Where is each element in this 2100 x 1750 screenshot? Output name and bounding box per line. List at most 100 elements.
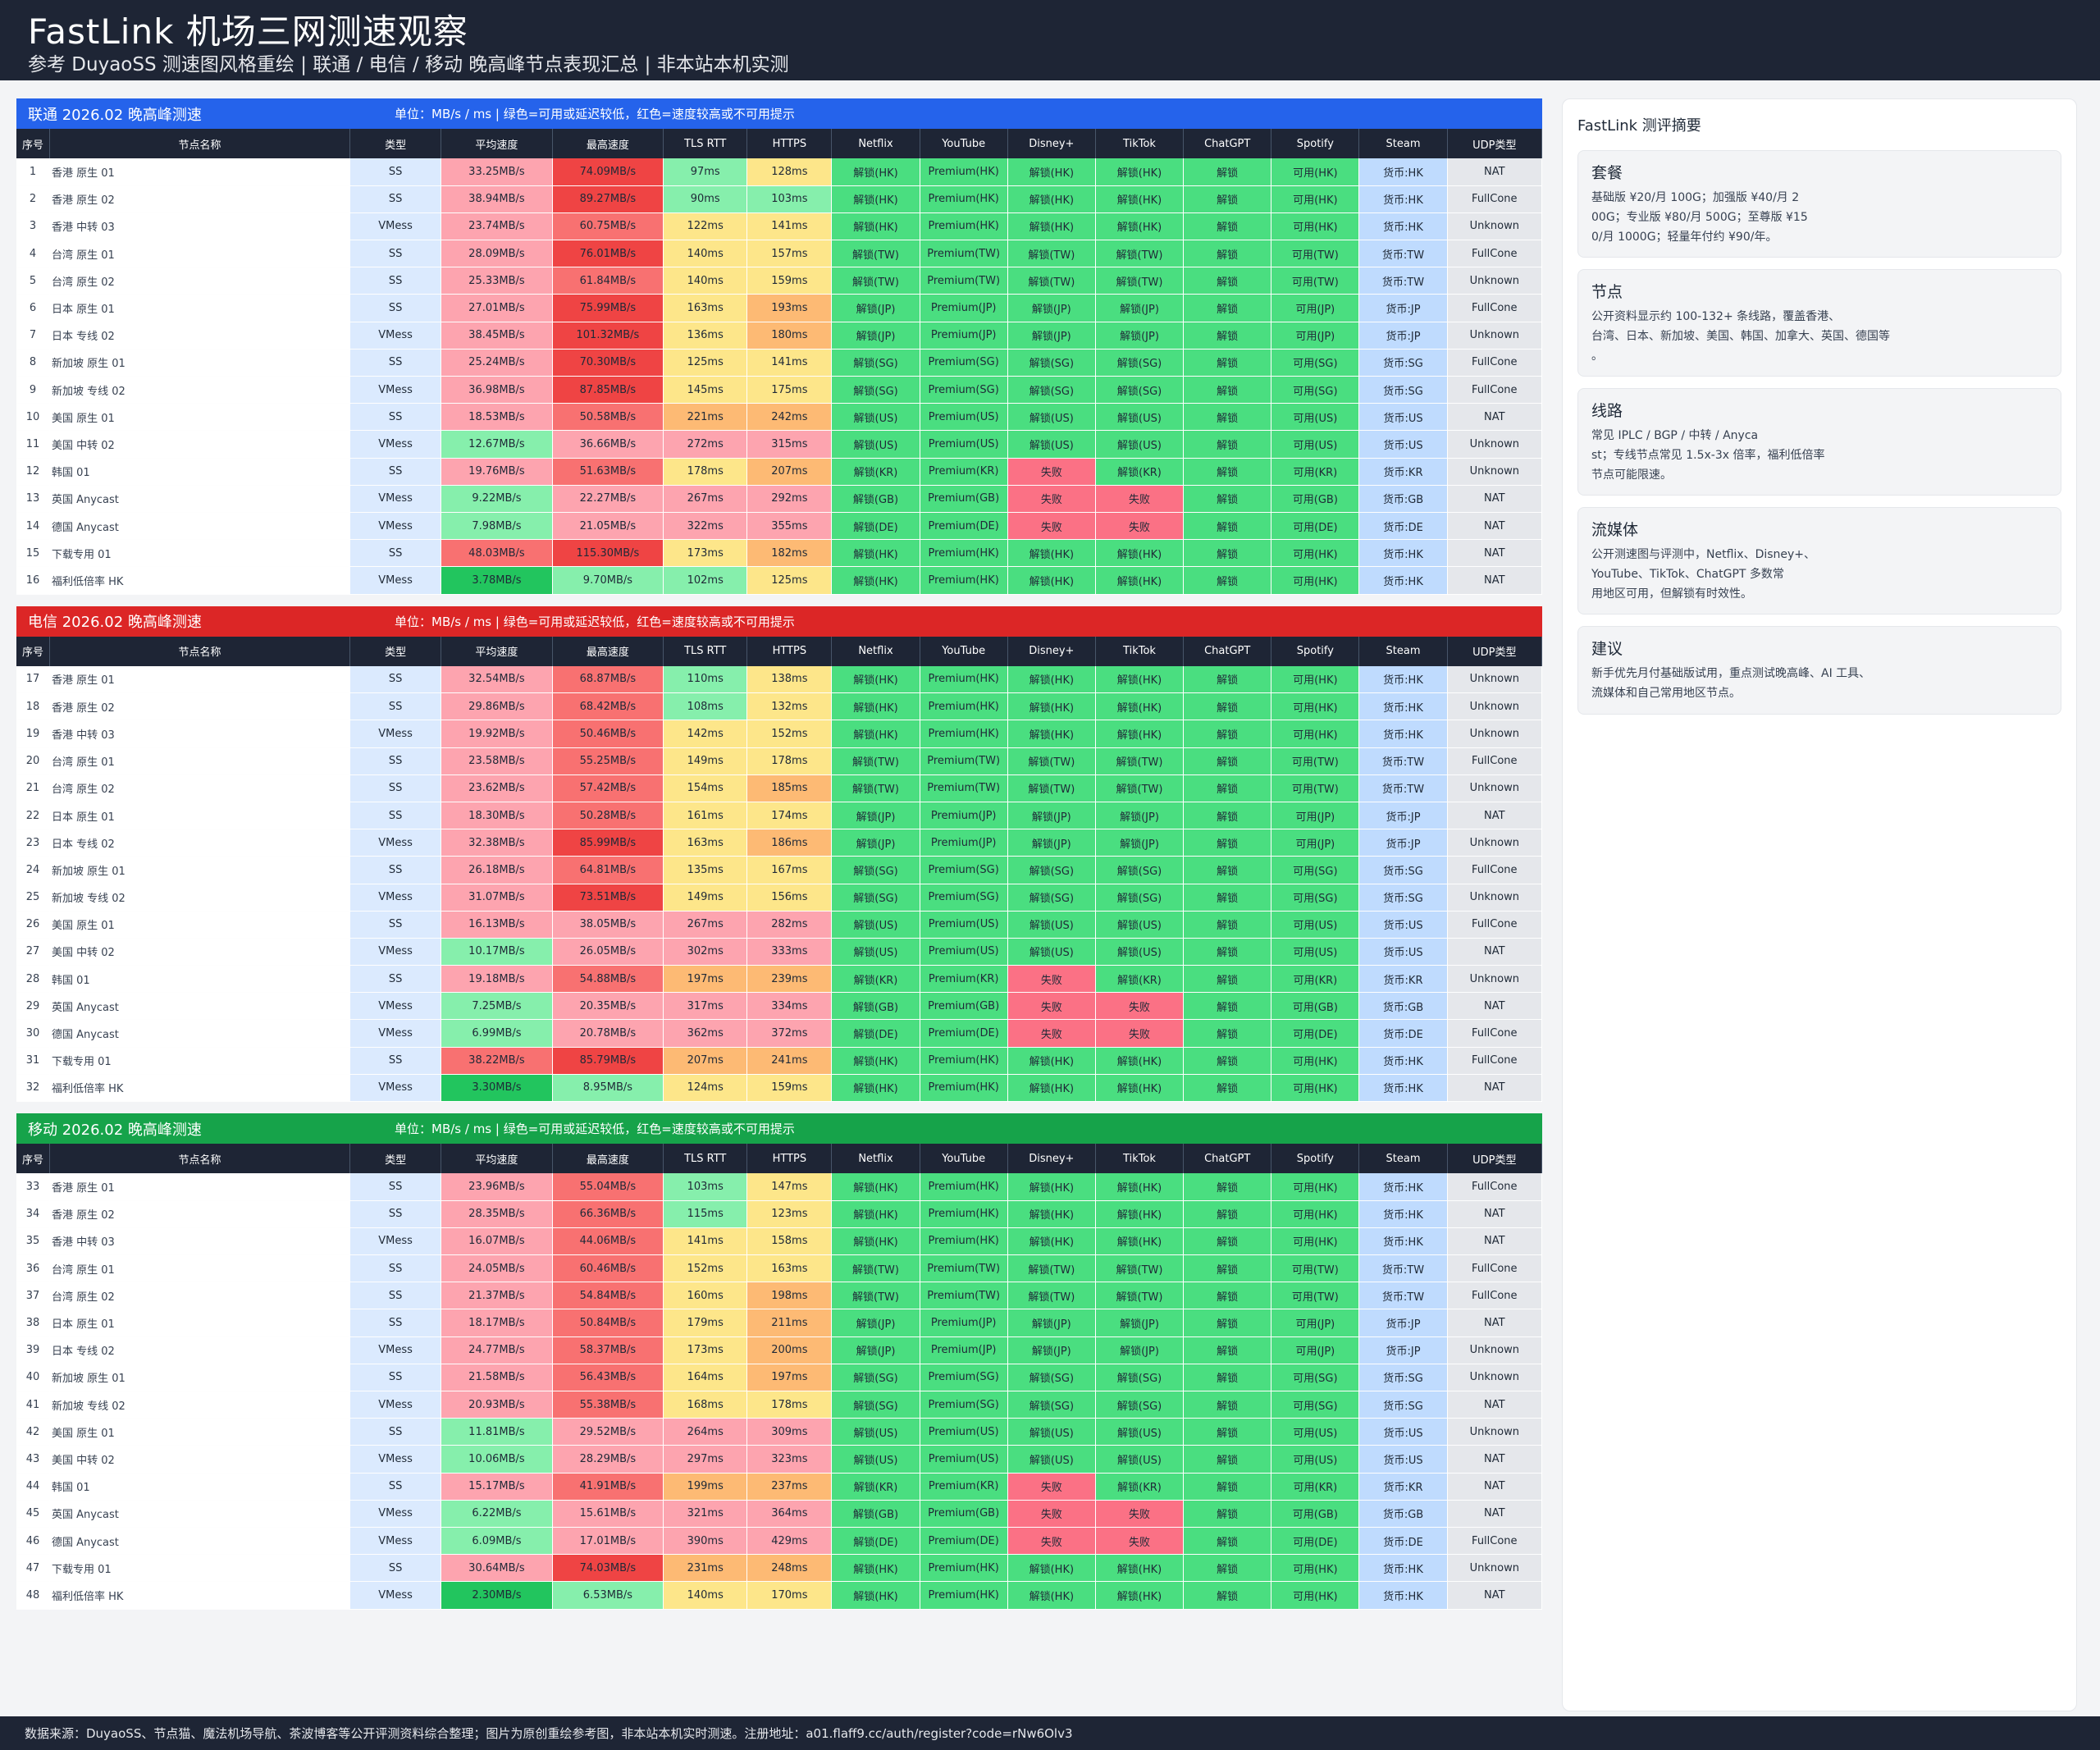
cell-chatgpt: 解锁 bbox=[1183, 1581, 1272, 1610]
cell-max: 15.61MB/s bbox=[552, 1500, 664, 1528]
cell-tiktok: 解锁(HK) bbox=[1095, 665, 1185, 694]
cell-steam: 货币:HK bbox=[1358, 1047, 1448, 1075]
cell-youtube: Premium(HK) bbox=[920, 692, 1008, 721]
cell-udp: Unknown bbox=[1447, 1336, 1543, 1364]
cell-udp: FullCone bbox=[1447, 1019, 1543, 1048]
cell-netflix: 解锁(SG) bbox=[831, 856, 920, 884]
column-header: YouTube bbox=[920, 636, 1008, 666]
cell-disney: 解锁(HK) bbox=[1007, 539, 1096, 568]
cell-no: 20 bbox=[16, 747, 50, 775]
table-row: 48 福利低倍率 HK VMess 2.30MB/s 6.53MB/s 140ms 170m… bbox=[16, 1581, 1543, 1610]
cell-name: 台湾 原生 01 bbox=[49, 240, 350, 268]
cell-avg: 6.09MB/s bbox=[441, 1527, 553, 1556]
cell-tls: 97ms bbox=[663, 158, 748, 186]
section-title-bar: 电信 2026.02 晚高峰测速 单位：MB/s / ms | 绿色=可用或延迟较… bbox=[16, 605, 1542, 637]
column-header: HTTPS bbox=[746, 1144, 833, 1173]
cell-avg: 26.18MB/s bbox=[441, 856, 553, 884]
cell-max: 26.05MB/s bbox=[552, 938, 664, 966]
cell-https: 125ms bbox=[746, 566, 833, 595]
cell-name: 英国 Anycast bbox=[49, 1500, 350, 1528]
cell-youtube: Premium(GB) bbox=[920, 1500, 1008, 1528]
cell-max: 60.75MB/s bbox=[552, 212, 664, 241]
cell-udp: FullCone bbox=[1447, 1527, 1543, 1556]
cell-type: SS bbox=[349, 1364, 442, 1392]
cell-tls: 317ms bbox=[663, 992, 748, 1021]
column-header: TikTok bbox=[1095, 129, 1185, 158]
cell-disney: 解锁(US) bbox=[1007, 1445, 1096, 1474]
cell-max: 66.36MB/s bbox=[552, 1200, 664, 1228]
cell-steam: 货币:DE bbox=[1358, 512, 1448, 541]
table-row: 6 日本 原生 01 SS 27.01MB/s 75.99MB/s 163ms 193ms 解… bbox=[16, 294, 1543, 322]
cell-steam: 货币:HK bbox=[1358, 1554, 1448, 1583]
cell-udp: FullCone bbox=[1447, 349, 1543, 377]
column-header: TLS RTT bbox=[663, 636, 748, 666]
cell-disney: 解锁(TW) bbox=[1007, 774, 1096, 802]
cell-no: 8 bbox=[16, 349, 50, 377]
table-row: 34 香港 原生 02 SS 28.35MB/s 66.36MB/s 115ms 123ms… bbox=[16, 1200, 1543, 1228]
cell-name: 英国 Anycast bbox=[49, 485, 350, 513]
cell-tiktok: 解锁(HK) bbox=[1095, 1581, 1185, 1610]
cell-steam: 货币:SG bbox=[1358, 1391, 1448, 1419]
cell-steam: 货币:TW bbox=[1358, 747, 1448, 775]
cell-netflix: 解锁(SG) bbox=[831, 1391, 920, 1419]
cell-https: 372ms bbox=[746, 1019, 833, 1048]
cell-udp: NAT bbox=[1447, 158, 1543, 186]
summary-card-body: 基础版 ¥20/月 100G；加强版 ¥40/月 2 00G；专业版 ¥80/月… bbox=[1591, 191, 1808, 244]
column-header: 节点名称 bbox=[49, 636, 350, 666]
column-header: 最高速度 bbox=[552, 129, 664, 158]
cell-udp: NAT bbox=[1447, 1445, 1543, 1474]
cell-max: 85.99MB/s bbox=[552, 829, 664, 857]
cell-avg: 18.53MB/s bbox=[441, 403, 553, 432]
cell-tls: 173ms bbox=[663, 1336, 748, 1364]
cell-tiktok: 解锁(HK) bbox=[1095, 185, 1185, 213]
table-row: 37 台湾 原生 02 SS 21.37MB/s 54.84MB/s 160ms 198ms… bbox=[16, 1282, 1543, 1310]
cell-netflix: 解锁(DE) bbox=[831, 1527, 920, 1556]
cell-chatgpt: 解锁 bbox=[1183, 294, 1272, 322]
cell-chatgpt: 解锁 bbox=[1183, 965, 1272, 994]
cell-tiktok: 解锁(TW) bbox=[1095, 1254, 1185, 1283]
cell-tls: 149ms bbox=[663, 747, 748, 775]
cell-max: 8.95MB/s bbox=[552, 1074, 664, 1103]
cell-max: 87.85MB/s bbox=[552, 376, 664, 404]
cell-udp: Unknown bbox=[1447, 322, 1543, 350]
cell-spotify: 可用(DE) bbox=[1271, 1527, 1360, 1556]
cell-chatgpt: 解锁 bbox=[1183, 856, 1272, 884]
column-header: UDP类型 bbox=[1447, 1144, 1543, 1173]
column-header: 序号 bbox=[16, 636, 50, 666]
cell-chatgpt: 解锁 bbox=[1183, 1173, 1272, 1201]
cell-udp: Unknown bbox=[1447, 720, 1543, 748]
cell-tiktok: 解锁(HK) bbox=[1095, 158, 1185, 186]
cell-youtube: Premium(GB) bbox=[920, 485, 1008, 513]
cell-no: 12 bbox=[16, 458, 50, 486]
cell-disney: 解锁(JP) bbox=[1007, 1336, 1096, 1364]
column-header: Steam bbox=[1358, 1144, 1448, 1173]
cell-tiktok: 解锁(HK) bbox=[1095, 1227, 1185, 1256]
cell-steam: 货币:SG bbox=[1358, 856, 1448, 884]
cell-no: 13 bbox=[16, 485, 50, 513]
summary-panel: FastLink 测评摘要 套餐 基础版 ¥20/月 100G；加强版 ¥40/月… bbox=[1562, 98, 2077, 1711]
cell-no: 24 bbox=[16, 856, 50, 884]
table-row: 4 台湾 原生 01 SS 28.09MB/s 76.01MB/s 140ms 157ms 解… bbox=[16, 240, 1543, 268]
cell-youtube: Premium(HK) bbox=[920, 1200, 1008, 1228]
cell-youtube: Premium(HK) bbox=[920, 212, 1008, 241]
table-row: 24 新加坡 原生 01 SS 26.18MB/s 64.81MB/s 135ms 167m… bbox=[16, 856, 1543, 884]
cell-https: 239ms bbox=[746, 965, 833, 994]
cell-disney: 解锁(JP) bbox=[1007, 829, 1096, 857]
cell-chatgpt: 解锁 bbox=[1183, 720, 1272, 748]
cell-https: 292ms bbox=[746, 485, 833, 513]
cell-youtube: Premium(TW) bbox=[920, 747, 1008, 775]
column-header: 节点名称 bbox=[49, 1144, 350, 1173]
cell-spotify: 可用(GB) bbox=[1271, 1500, 1360, 1528]
cell-udp: NAT bbox=[1447, 938, 1543, 966]
table-row: 27 美国 中转 02 VMess 10.17MB/s 26.05MB/s 302ms 33… bbox=[16, 938, 1543, 966]
summary-card-title: 节点 bbox=[1591, 283, 1623, 301]
cell-netflix: 解锁(KR) bbox=[831, 458, 920, 486]
summary-card-body: 新手优先月付基础版试用，重点测试晚高峰、AI 工具、 流媒体和自己常用地区节点。 bbox=[1591, 667, 1871, 700]
cell-chatgpt: 解锁 bbox=[1183, 1309, 1272, 1337]
cell-avg: 19.18MB/s bbox=[441, 965, 553, 994]
cell-tls: 231ms bbox=[663, 1554, 748, 1583]
cell-steam: 货币:SG bbox=[1358, 884, 1448, 912]
cell-type: VMess bbox=[349, 938, 442, 966]
cell-netflix: 解锁(US) bbox=[831, 911, 920, 939]
cell-disney: 失败 bbox=[1007, 485, 1096, 513]
